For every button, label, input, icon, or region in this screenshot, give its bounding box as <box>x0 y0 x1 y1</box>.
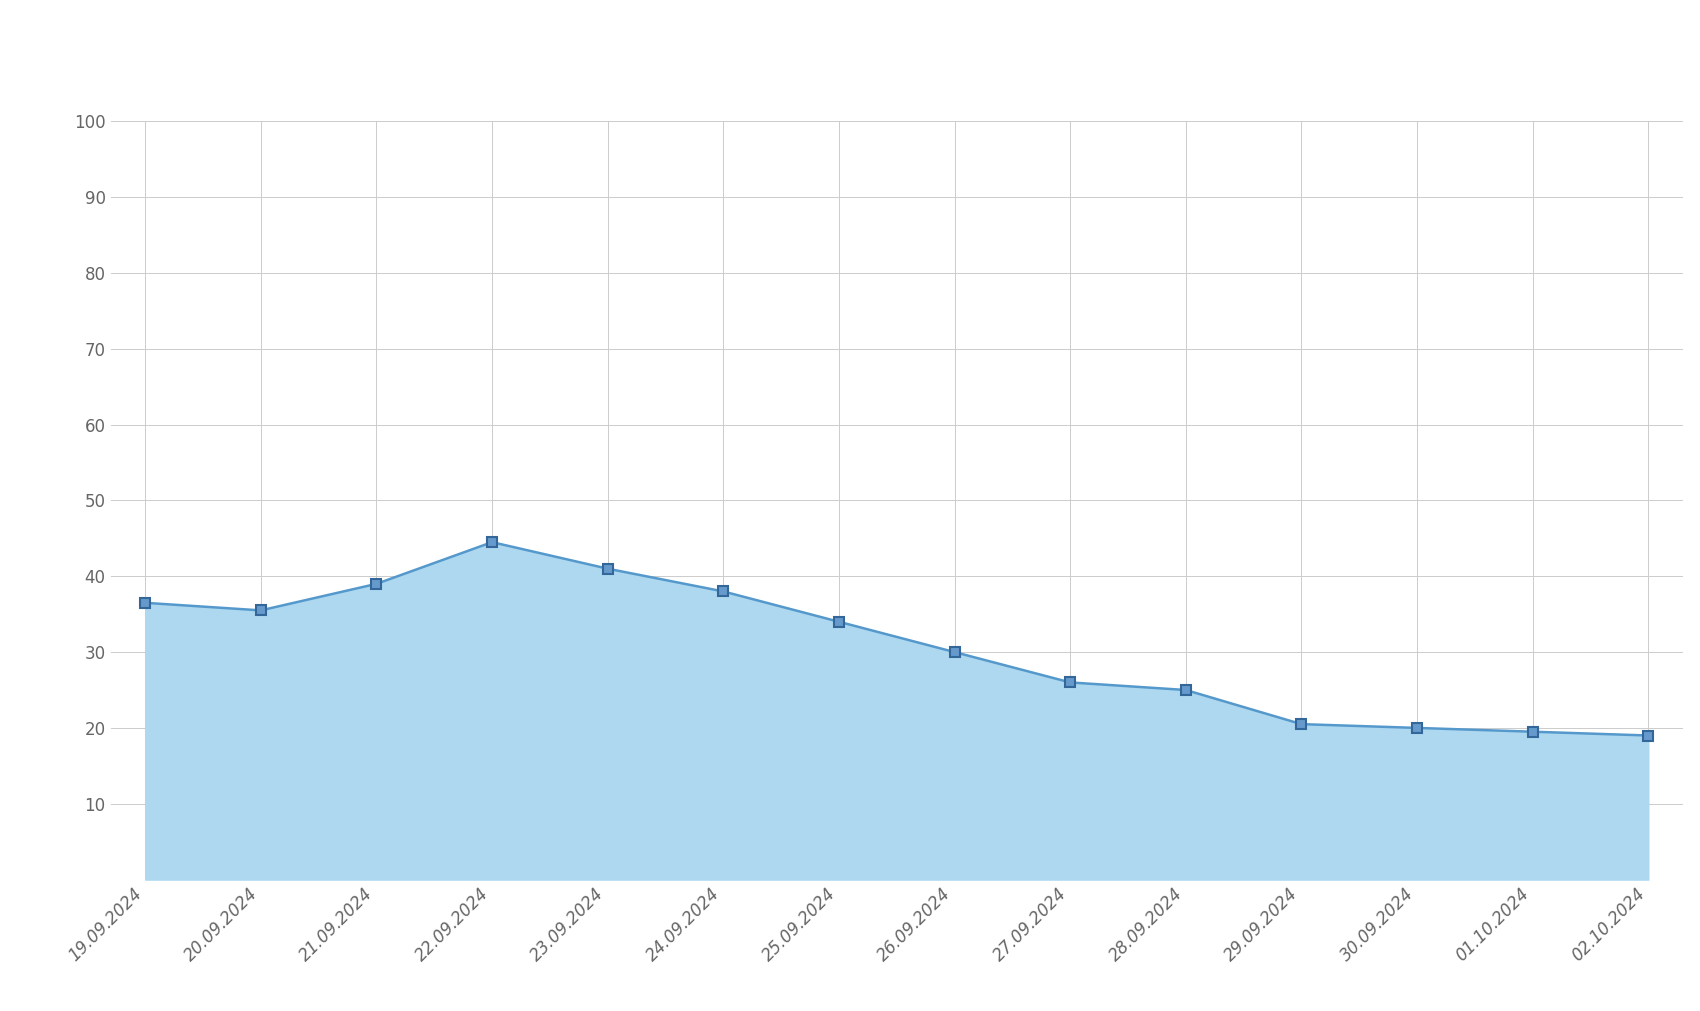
Text: ISTRANCALAR BARAJI SON 14 GÜN İÇİNDEKİ DOLULUK ORANLARI (%): ISTRANCALAR BARAJI SON 14 GÜN İÇİNDEKİ D… <box>422 33 1278 58</box>
